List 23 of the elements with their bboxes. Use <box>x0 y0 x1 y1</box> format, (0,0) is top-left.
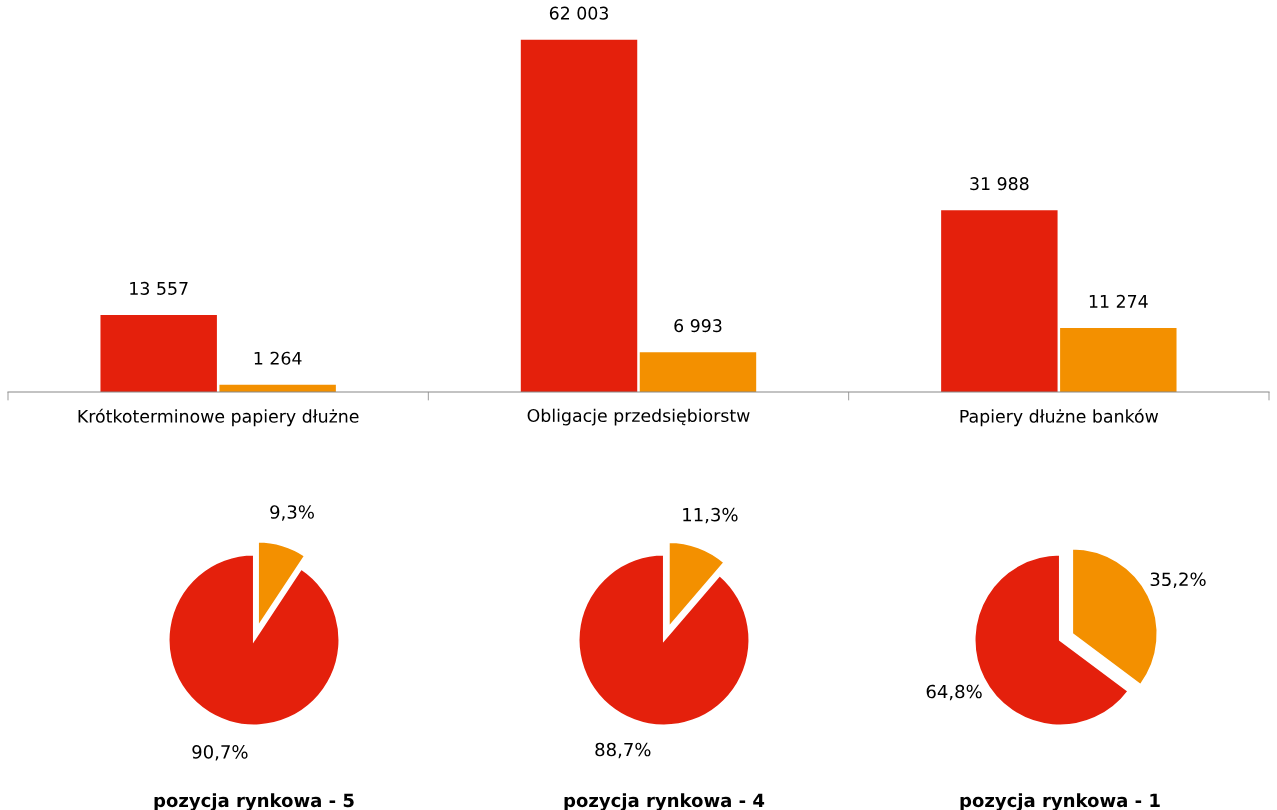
data-label: 35,2% <box>1150 572 1206 588</box>
bar <box>520 39 638 392</box>
data-label: 90,7% <box>192 745 248 761</box>
data-label: 64,8% <box>926 684 982 701</box>
data-label: 9,3% <box>270 505 314 521</box>
data-label: 62 003 <box>549 6 608 20</box>
data-label: 31 988 <box>970 177 1029 191</box>
bar <box>639 352 757 392</box>
bar <box>1060 327 1177 392</box>
data-label: 11 274 <box>1089 294 1148 308</box>
data-label: 1 264 <box>254 351 302 365</box>
data-label: 13 557 <box>130 281 188 295</box>
bar <box>100 314 217 392</box>
x-tick-label: Papiery dłużne banków <box>960 408 1159 427</box>
text: pozycja rynkowa - 5 <box>154 793 354 810</box>
data-label: 88,7% <box>595 742 651 759</box>
text: pozycja rynkowa - 1 <box>960 793 1160 810</box>
data-label: 11,3% <box>683 507 738 524</box>
x-tick-label: Obligacje przedsiębiorstw <box>527 408 750 426</box>
bar <box>941 210 1058 392</box>
x-tick-label: Krótkoterminowe papiery dłużne <box>78 408 359 427</box>
text: pozycja rynkowa - 4 <box>564 793 765 810</box>
data-label: 6 993 <box>674 319 722 333</box>
